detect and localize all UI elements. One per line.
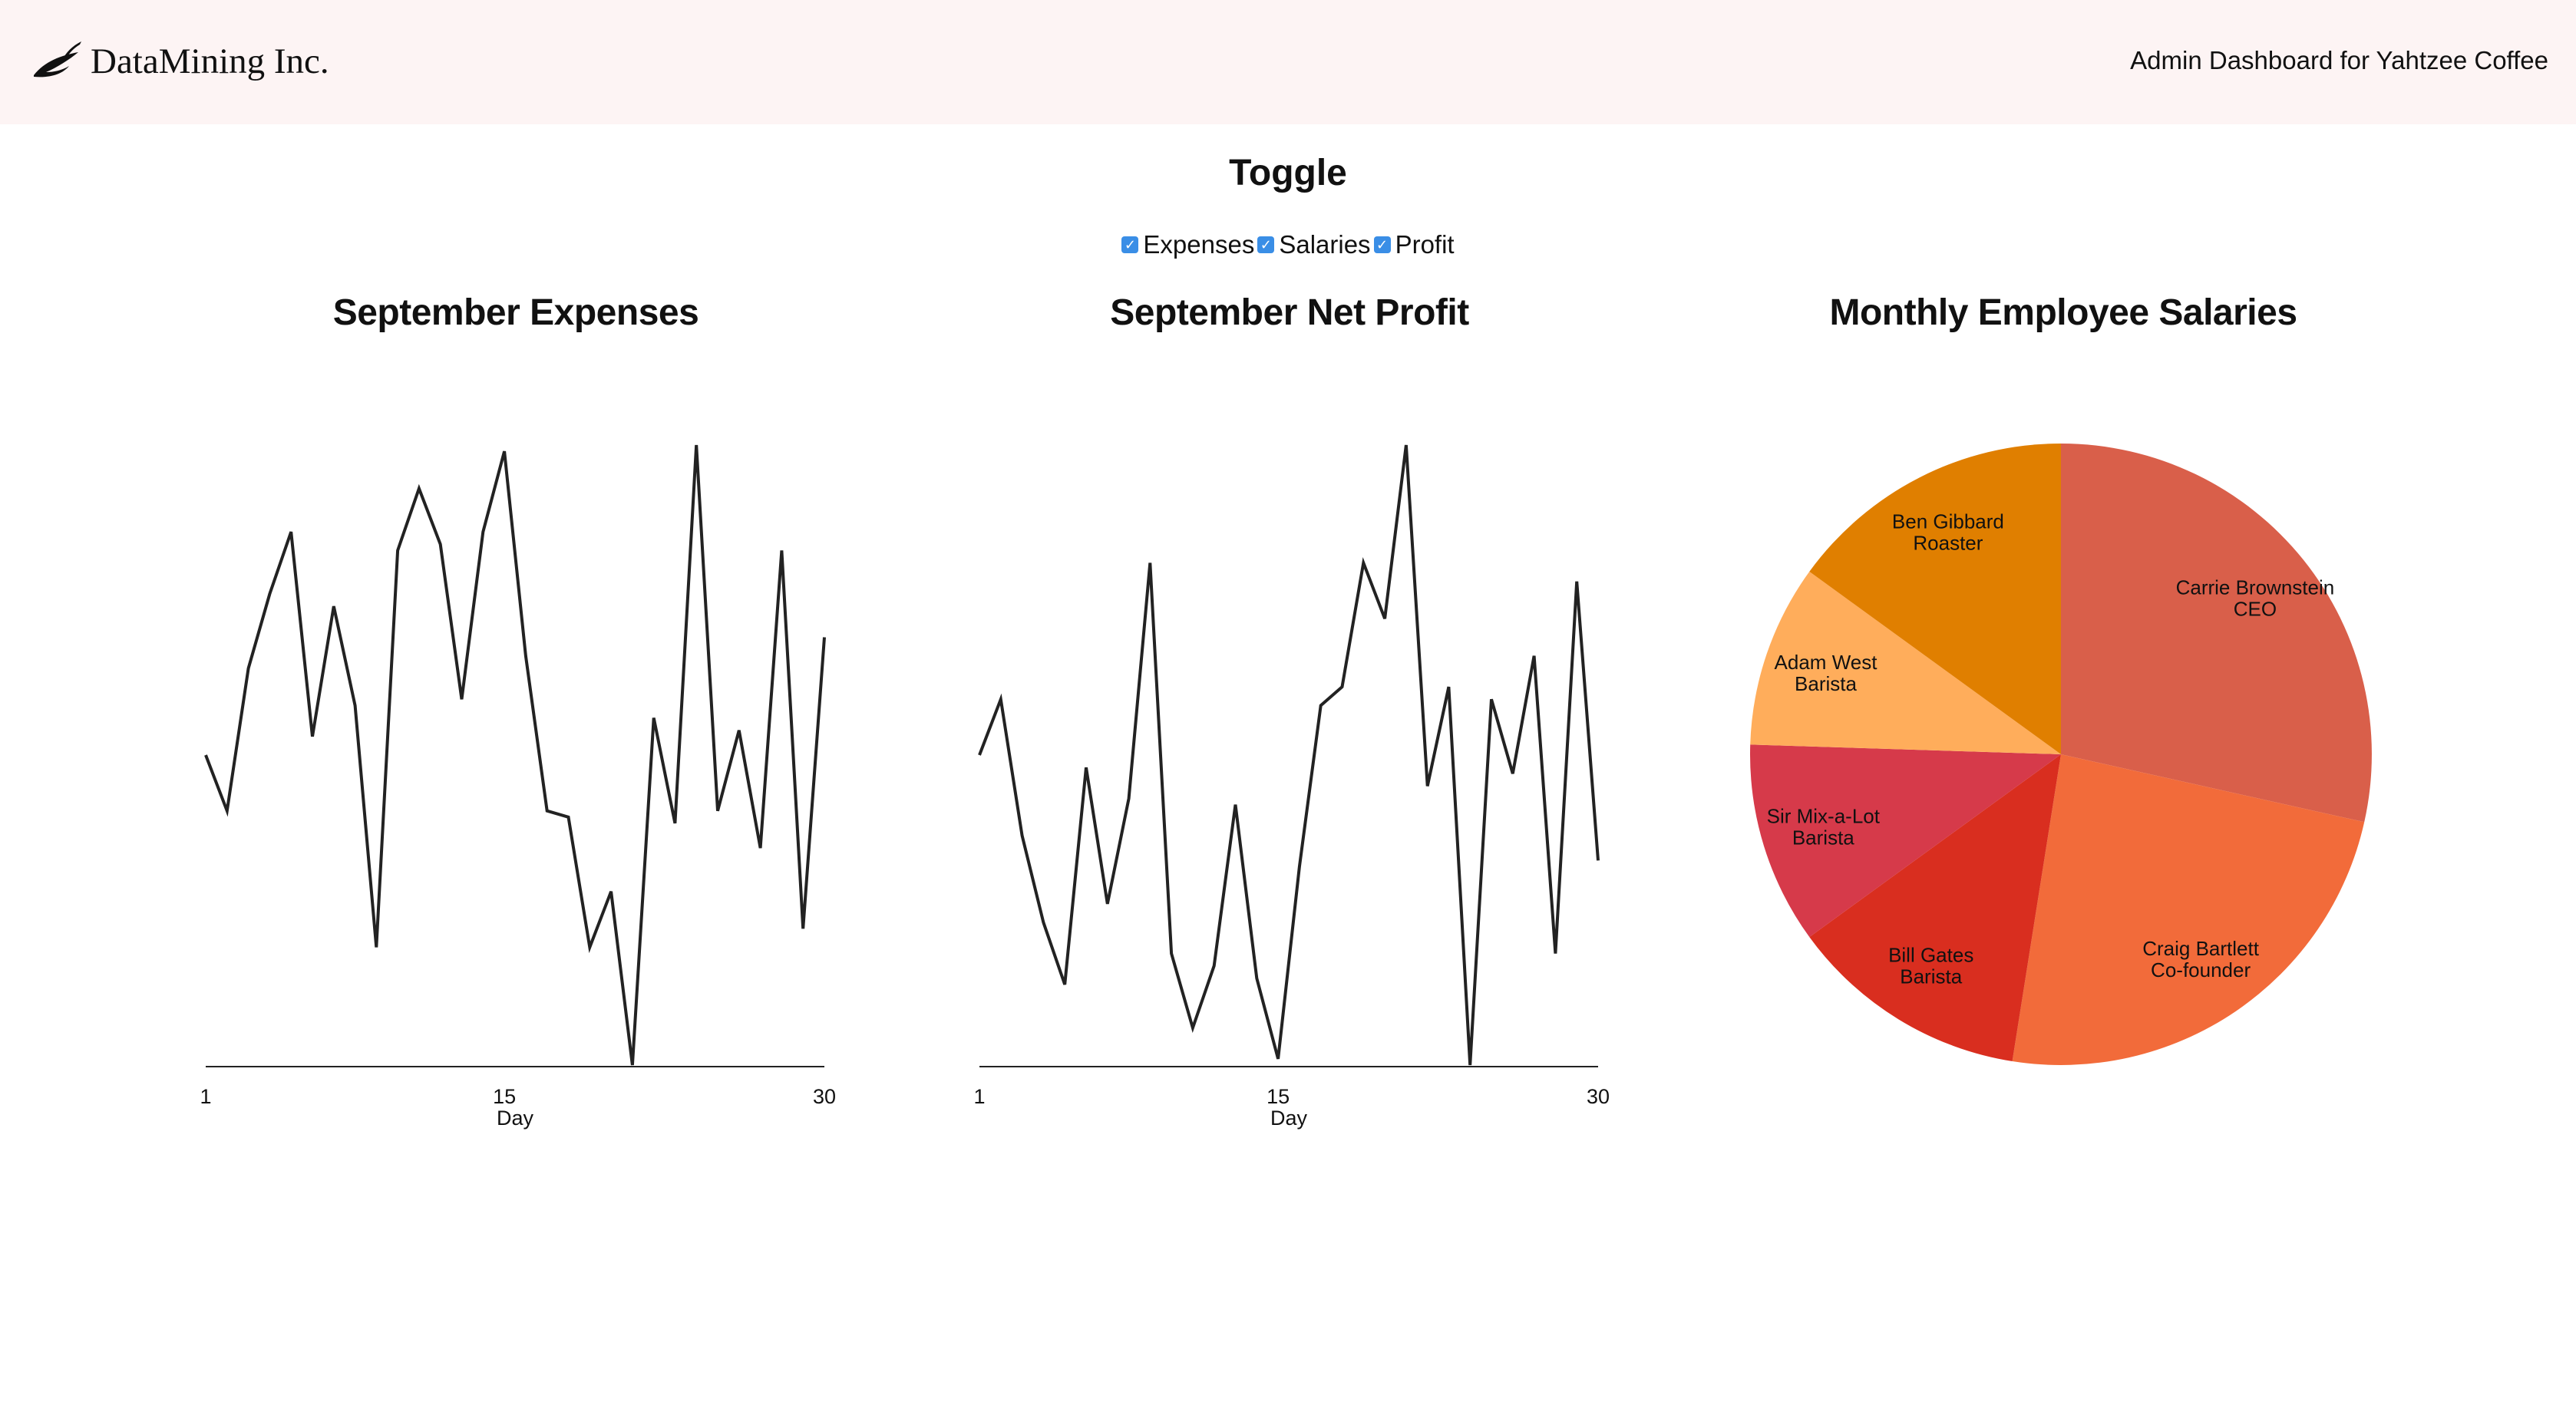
pie-label-name: Craig Bartlett <box>2142 937 2259 960</box>
profit-x-tick-label: 1 <box>973 1085 985 1108</box>
profit-series-line <box>978 444 1600 1066</box>
expenses-x-tick-label: 30 <box>813 1085 836 1108</box>
profit-x-tick-label: 15 <box>1267 1085 1290 1108</box>
pie-label-name: Adam West <box>1775 651 1878 674</box>
pie-slice-carrie-brownstein[interactable] <box>2061 444 2372 823</box>
pie-label-role: Roaster <box>1913 531 1983 554</box>
pie-label-name: Sir Mix-a-Lot <box>1767 804 1881 827</box>
toggle-salaries-label: Salaries <box>1279 230 1371 259</box>
pie-label-name: Carrie Brownstein <box>2176 576 2335 599</box>
pie-slice-sir-mix-a-lot[interactable] <box>1749 744 2061 938</box>
expenses-x-tick-label: 1 <box>200 1085 211 1108</box>
pie-label-role: CEO <box>2234 597 2277 620</box>
toggle-profit-label: Profit <box>1395 230 1455 259</box>
profit-x-axis-label: Day <box>1270 1107 1308 1130</box>
brand-logo-link[interactable]: DataMining Inc. <box>31 38 329 84</box>
profit-chart-title: September Net Profit <box>1110 292 1469 333</box>
toggle-heading: Toggle <box>1229 153 1347 193</box>
toggle-profit[interactable]: ✓ Profit <box>1373 230 1455 259</box>
toggle-salaries[interactable]: ✓ Salaries <box>1257 230 1371 259</box>
pie-label-name: Ben Gibbard <box>1892 510 2004 533</box>
salaries-checkbox[interactable]: ✓ <box>1257 236 1275 253</box>
profit-checkbox[interactable]: ✓ <box>1373 236 1391 253</box>
dashboard-subtitle: Admin Dashboard for Yahtzee Coffee <box>2130 46 2548 74</box>
pie-slice-craig-bartlett[interactable] <box>2012 754 2365 1065</box>
brand-name: DataMining Inc. <box>91 41 329 81</box>
pie-label-role: Barista <box>1795 672 1857 695</box>
pie-label-role: Barista <box>1900 965 1962 988</box>
toggle-expenses[interactable]: ✓ Expenses <box>1121 230 1254 259</box>
toggle-group: ✓ Expenses ✓ Salaries ✓ Profit <box>0 230 2576 259</box>
expenses-series-line <box>204 444 826 1066</box>
salaries-chart-title: Monthly Employee Salaries <box>1829 292 2297 333</box>
pie-slice-ben-gibbard[interactable] <box>1809 444 2061 754</box>
top-navbar: DataMining Inc. Admin Dashboard for Yaht… <box>0 0 2576 124</box>
pie-label-role: Co-founder <box>2151 958 2251 981</box>
profit-x-tick-label: 30 <box>1587 1085 1610 1108</box>
profit-line-chart: 1 15 30 Day <box>973 444 1610 1130</box>
pie-label-role: Barista <box>1792 826 1854 849</box>
pie-label-name: Bill Gates <box>1888 943 1973 966</box>
expenses-chart-title: September Expenses <box>332 292 699 333</box>
expenses-x-tick-label: 15 <box>493 1085 516 1108</box>
expenses-checkbox[interactable]: ✓ <box>1121 236 1139 253</box>
pie-slice-adam-west[interactable] <box>1750 571 2061 754</box>
expenses-line-chart: 1 15 30 Day <box>200 444 836 1130</box>
toggle-expenses-label: Expenses <box>1143 230 1255 259</box>
pie-slice-bill-gates[interactable] <box>1809 754 2061 1061</box>
expenses-x-axis-label: Day <box>497 1107 534 1130</box>
leaf-icon <box>34 41 81 78</box>
